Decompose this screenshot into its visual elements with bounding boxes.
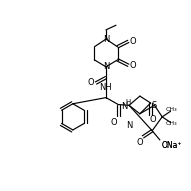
Text: O: O	[149, 115, 156, 124]
Text: O: O	[88, 79, 94, 87]
Text: CH₃: CH₃	[165, 107, 177, 112]
Text: O: O	[136, 138, 143, 147]
Text: N: N	[121, 102, 128, 111]
Text: ONa⁺: ONa⁺	[161, 141, 182, 150]
Text: N: N	[103, 35, 109, 44]
Text: N: N	[126, 121, 132, 130]
Text: O: O	[130, 61, 136, 70]
Text: S: S	[152, 101, 157, 110]
Text: O: O	[110, 118, 117, 127]
Text: O: O	[130, 37, 136, 46]
Text: ONa⁺: ONa⁺	[161, 142, 182, 151]
Text: H: H	[125, 99, 130, 105]
Text: NH: NH	[100, 83, 112, 92]
Text: N: N	[103, 62, 109, 71]
Text: CH₃: CH₃	[165, 121, 177, 126]
